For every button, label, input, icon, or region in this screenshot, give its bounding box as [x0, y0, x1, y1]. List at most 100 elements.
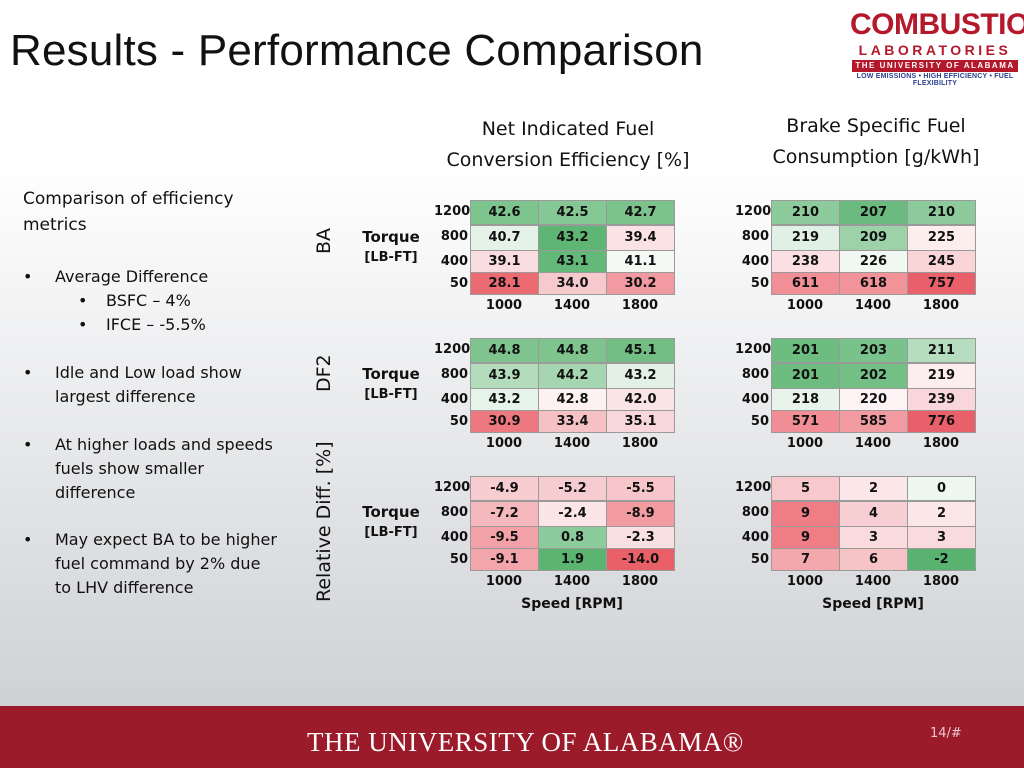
torque-row-label: 400 [741, 254, 769, 269]
torque-row-label: 400 [741, 392, 769, 407]
table-cell: 211 [907, 338, 976, 363]
torque-row-label: 50 [449, 414, 468, 429]
bullet-text: BSFC – 4% [106, 291, 191, 310]
table-cell: 43.2 [538, 225, 607, 251]
bullet-higher-loads: • At higher loads and speeds fuels show … [23, 433, 295, 505]
comparison-heading: Comparison of efficiency metrics [23, 186, 283, 238]
table-cell: 219 [771, 225, 840, 251]
speed-column-label: 1400 [553, 436, 591, 451]
torque-text: Torque [362, 365, 420, 383]
torque-text: Torque [362, 228, 420, 246]
bullet-text: largest difference [55, 387, 196, 406]
torque-row-label: 800 [440, 367, 468, 382]
relative-diff-label: Relative Diff. [%] [313, 441, 335, 602]
speed-column-label: 1000 [786, 574, 824, 589]
torque-row-label: 400 [440, 530, 468, 545]
torque-row-label: 800 [741, 505, 769, 520]
table-cell: 42.7 [606, 200, 675, 225]
table-cell: -9.5 [470, 526, 539, 549]
table-cell: 41.1 [606, 250, 675, 273]
table-cell: -4.9 [470, 476, 539, 501]
table-cell: 2 [839, 476, 908, 501]
table-cell: 35.1 [606, 410, 675, 433]
table-cell: 239 [907, 388, 976, 411]
torque-row-label: 1200 [434, 342, 471, 357]
table-cell: 618 [839, 272, 908, 295]
bullet-text: fuel command by 2% due [55, 554, 261, 573]
speed-column-label: 1400 [854, 574, 892, 589]
torque-row-label: 800 [440, 229, 468, 244]
table-cell: 3 [907, 526, 976, 549]
table-cell: -2.3 [606, 526, 675, 549]
table-cell: -14.0 [606, 548, 675, 571]
combustion-labs-logo: COMBUSTION LABORATORIES THE UNIVERSITY O… [850, 8, 1024, 87]
bullet-average-difference: • Average Difference [23, 265, 295, 289]
bullet-text: May expect BA to be higher [55, 530, 277, 549]
speed-column-label: 1400 [553, 298, 591, 313]
table-cell: 44.8 [470, 338, 539, 363]
table-cell: 226 [839, 250, 908, 273]
torque-row-label: 50 [449, 552, 468, 567]
torque-row-label: 400 [741, 530, 769, 545]
torque-row-label: 1200 [735, 342, 772, 357]
table-cell: 1.9 [538, 548, 607, 571]
table-cell: -5.5 [606, 476, 675, 501]
bullet-text: fuels show smaller [55, 459, 204, 478]
table-cell: 209 [839, 225, 908, 251]
bullet-ifce: • IFCE – -5.5% [78, 313, 286, 337]
table-cell: 39.1 [470, 250, 539, 273]
torque-row-label: 800 [741, 229, 769, 244]
speed-column-label: 1800 [621, 436, 659, 451]
table-cell: 44.8 [538, 338, 607, 363]
table-cell: 776 [907, 410, 976, 433]
speed-column-label: 1000 [786, 298, 824, 313]
bullet-text: IFCE – -5.5% [106, 315, 206, 334]
table-cell: 30.9 [470, 410, 539, 433]
torque-row-label: 1200 [434, 480, 471, 495]
nifce-header: Net Indicated Fuel Conversion Efficiency… [430, 114, 706, 176]
torque-unit: [LB-FT] [364, 525, 418, 540]
speed-column-label: 1000 [786, 436, 824, 451]
bullet-text: to LHV difference [55, 578, 194, 597]
speed-column-label: 1800 [922, 436, 960, 451]
table-cell: 245 [907, 250, 976, 273]
table-cell: 39.4 [606, 225, 675, 251]
torque-row-label: 1200 [735, 480, 772, 495]
torque-text: Torque [362, 503, 420, 521]
table-cell: 225 [907, 225, 976, 251]
table-cell: 5 [771, 476, 840, 501]
bullet-text: Average Difference [55, 267, 209, 286]
speed-column-label: 1800 [621, 574, 659, 589]
torque-row-label: 1200 [434, 204, 471, 219]
table-cell: 219 [907, 363, 976, 389]
torque-row-label: 50 [750, 276, 769, 291]
bullet-text: At higher loads and speeds [55, 435, 273, 454]
torque-row-label: 400 [440, 254, 468, 269]
bullet-bsfc: • BSFC – 4% [78, 289, 286, 313]
logo-tagline: LOW EMISSIONS • HIGH EFFICIENCY • FUEL F… [856, 73, 1014, 87]
torque-unit: [LB-FT] [364, 387, 418, 402]
logo-university: THE UNIVERSITY OF ALABAMA [852, 60, 1018, 72]
speed-column-label: 1400 [854, 298, 892, 313]
table-cell: 40.7 [470, 225, 539, 251]
table-cell: 33.4 [538, 410, 607, 433]
table-cell: 0.8 [538, 526, 607, 549]
table-cell: 9 [771, 526, 840, 549]
table-cell: -2 [907, 548, 976, 571]
table-cell: 0 [907, 476, 976, 501]
table-cell: 611 [771, 272, 840, 295]
table-cell: 43.1 [538, 250, 607, 273]
bullet-dot: • [23, 435, 33, 454]
table-cell: 238 [771, 250, 840, 273]
table-cell: 4 [839, 501, 908, 527]
table-cell: -7.2 [470, 501, 539, 527]
table-cell: 7 [771, 548, 840, 571]
table-cell: 42.8 [538, 388, 607, 411]
torque-row-label: 50 [750, 552, 769, 567]
table-cell: 30.2 [606, 272, 675, 295]
footer-bar: THE UNIVERSITY OF ALABAMA® 14/# [0, 706, 1024, 768]
table-cell: 757 [907, 272, 976, 295]
bullet-dot: • [23, 267, 33, 286]
bullet-ba-fuel-command: • May expect BA to be higher fuel comman… [23, 528, 295, 600]
table-cell: 42.0 [606, 388, 675, 411]
